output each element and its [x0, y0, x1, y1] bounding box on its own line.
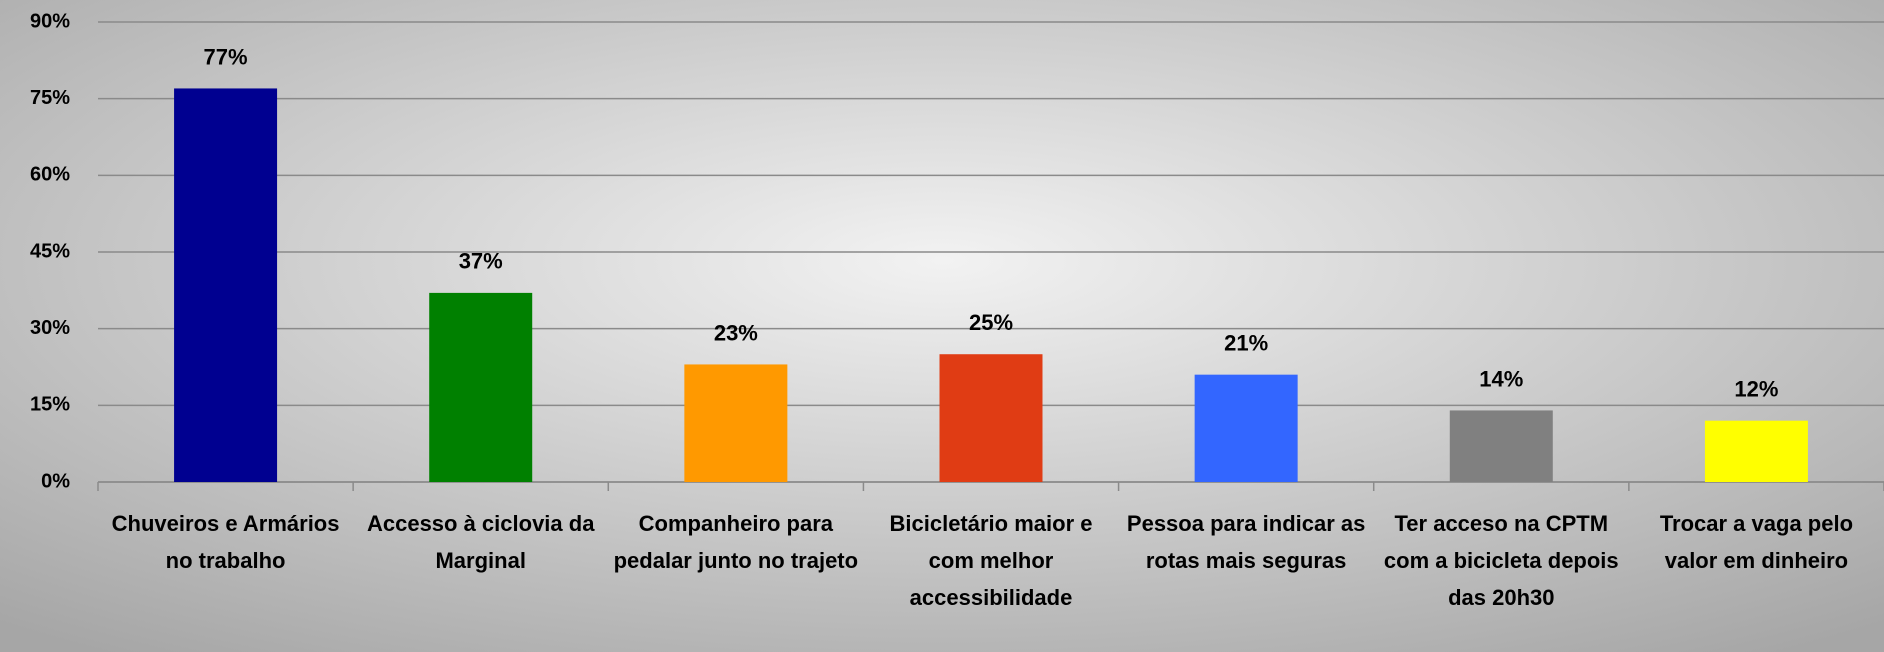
data-label: 14%: [1479, 366, 1523, 391]
bar: [1449, 410, 1553, 482]
data-label: 77%: [204, 44, 248, 69]
y-tick-label: 60%: [30, 164, 70, 186]
x-tick-label: Accesso à ciclovia da Marginal: [367, 511, 595, 573]
bar: [939, 354, 1043, 482]
data-label: 12%: [1734, 376, 1778, 401]
bar: [1194, 374, 1298, 482]
y-tick-label: 75%: [30, 87, 70, 109]
x-tick-label: Chuveiros e Armários no trabalho: [112, 511, 340, 573]
y-tick-label: 30%: [30, 317, 70, 339]
x-tick-label: Trocar a vaga pelo valor em dinheiro: [1660, 511, 1853, 573]
x-tick-label: Ter acceso na CPTM com a bicicleta depois…: [1384, 511, 1619, 610]
y-tick-label: 0%: [41, 470, 70, 492]
data-label: 21%: [1224, 330, 1268, 355]
data-label: 37%: [459, 249, 503, 274]
y-tick-label: 90%: [30, 10, 70, 32]
data-label: 25%: [969, 310, 1013, 335]
data-label: 23%: [714, 320, 758, 345]
x-tick-label: Pessoa para indicar as rotas mais seguras: [1127, 511, 1365, 573]
y-tick-label: 15%: [30, 394, 70, 416]
bar: [684, 364, 788, 482]
bar: [429, 292, 533, 482]
x-tick-label: Companheiro para pedalar junto no trajeto: [614, 511, 858, 573]
y-tick-label: 45%: [30, 240, 70, 262]
x-tick-label: Bicicletário maior e com melhor accessibil…: [890, 511, 1093, 610]
bar: [1704, 420, 1808, 482]
bar: [174, 88, 278, 482]
